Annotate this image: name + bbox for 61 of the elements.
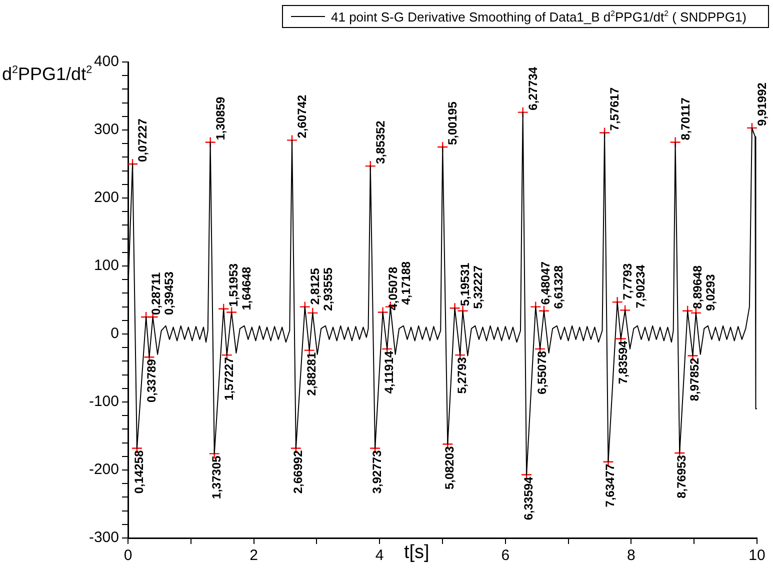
y-tick-label: 100 bbox=[94, 257, 119, 274]
annotation: 0,33789 bbox=[144, 358, 158, 403]
annotation: 0,28711 bbox=[149, 272, 164, 315]
x-tick-label: 4 bbox=[375, 547, 384, 564]
annotation: 4,11914 bbox=[382, 350, 396, 394]
annotation: 1,30859 bbox=[213, 96, 228, 140]
annotation: 0,07227 bbox=[136, 118, 150, 162]
point bbox=[517, 106, 528, 118]
annotation: 5,32227 bbox=[470, 265, 485, 309]
annotation: 5,00195 bbox=[446, 101, 460, 145]
annotation: 6,48047 bbox=[538, 261, 553, 305]
annotation: 7,57617 bbox=[608, 87, 622, 131]
y-tick-label: 0 bbox=[110, 325, 119, 342]
annotation: 1,57227 bbox=[222, 356, 236, 400]
annotation: 0,39453 bbox=[162, 271, 176, 315]
annotation: 1,64648 bbox=[240, 266, 254, 310]
annotation: 8,97852 bbox=[688, 357, 702, 402]
annotation: 5,19531 bbox=[458, 262, 472, 306]
y-tick-label: 300 bbox=[94, 121, 119, 138]
annotation: 3,92773 bbox=[370, 450, 384, 494]
annotation: 6,33594 bbox=[522, 476, 536, 520]
annotation: 1,37305 bbox=[209, 455, 224, 500]
y-tick-label: 400 bbox=[94, 53, 119, 70]
x-tick-label: 2 bbox=[250, 547, 258, 564]
x-tick-label: 0 bbox=[124, 547, 132, 564]
annotation: 3,85352 bbox=[373, 120, 388, 164]
annotation: 6,55078 bbox=[535, 350, 550, 394]
y-tick-label: -100 bbox=[88, 393, 119, 410]
x-tick-label: 8 bbox=[627, 547, 636, 564]
y-tick-label: -200 bbox=[88, 461, 119, 478]
annotation: 2,66992 bbox=[290, 450, 305, 494]
annotation: 6,61328 bbox=[552, 265, 566, 309]
annotation: 2,60742 bbox=[295, 94, 310, 138]
annotation: 5,2793 bbox=[455, 356, 470, 394]
point bbox=[670, 136, 681, 148]
annotation: 8,89648 bbox=[690, 265, 705, 309]
annotation: 7,90234 bbox=[633, 264, 648, 308]
x-tick-label: 10 bbox=[748, 547, 766, 564]
annotation: 9,91992 bbox=[754, 82, 769, 126]
x-axis-title: t[s] bbox=[404, 542, 430, 564]
annotation: 8,70117 bbox=[678, 97, 692, 140]
point bbox=[204, 136, 216, 148]
annotation: 7,7793 bbox=[620, 263, 634, 300]
annotation: 0,14258 bbox=[132, 450, 146, 494]
annotation: 5,08203 bbox=[442, 446, 457, 490]
y-tick-label: -300 bbox=[88, 529, 119, 546]
annotation: 6,27734 bbox=[526, 66, 540, 110]
x-tick-label: 6 bbox=[501, 547, 510, 564]
legend-label: 41 point S-G Derivative Smoothing of Data1_B d$^{2}$PPG1/dt$^{2}$ ( SNDPPG1) bbox=[331, 8, 746, 24]
annotation: 2,93555 bbox=[320, 267, 335, 311]
annotation: 8,76953 bbox=[674, 454, 689, 498]
annotation: 7,83594 bbox=[616, 340, 630, 384]
annotation: 2,88281 bbox=[304, 352, 318, 396]
annotation: 4,05078 bbox=[386, 266, 400, 310]
annotation: 7,63477 bbox=[603, 464, 618, 508]
annotation: 4,17188 bbox=[398, 261, 413, 305]
annotation: 9,0293 bbox=[704, 274, 718, 311]
annotation: 2,8125 bbox=[308, 268, 322, 305]
annotation: 1,51953 bbox=[226, 263, 241, 307]
y-tick-label: 200 bbox=[94, 189, 119, 206]
y-axis-title: d$^{2}$PPG1/dt$^{2}$ bbox=[2, 64, 92, 85]
